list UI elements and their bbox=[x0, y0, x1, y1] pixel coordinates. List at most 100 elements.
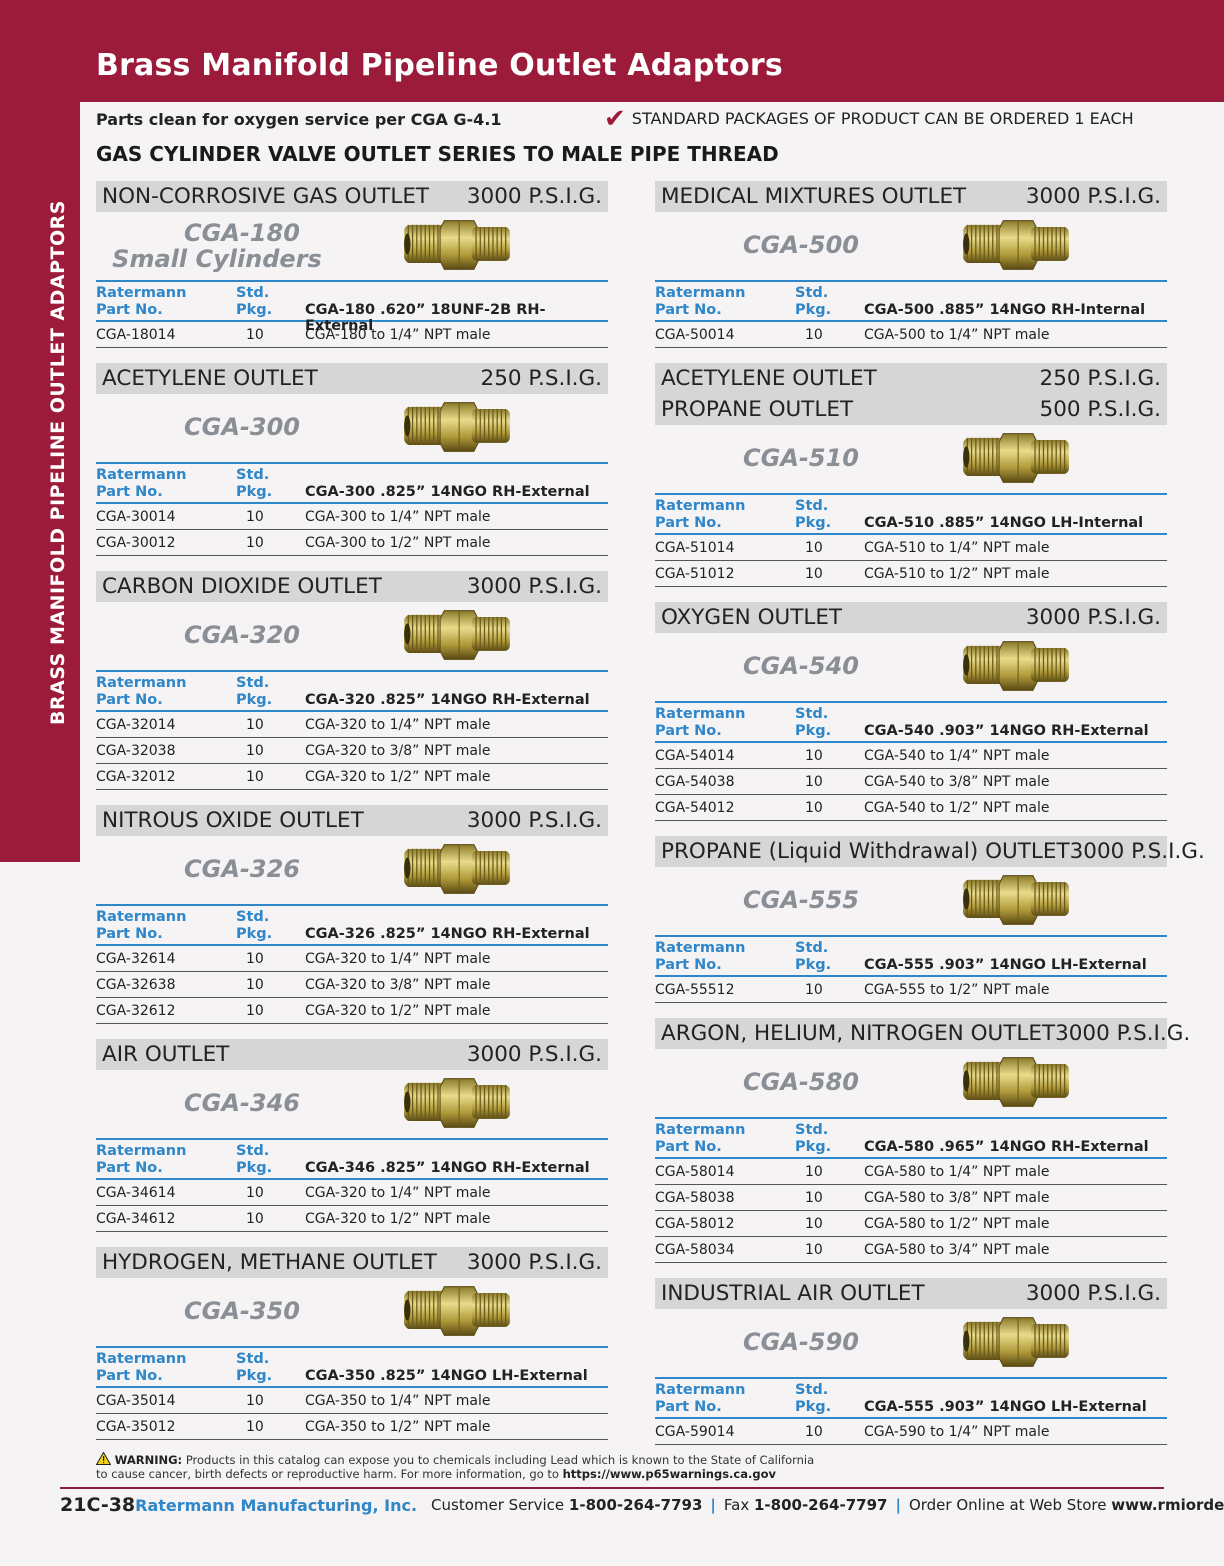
footer: 21C-38 Ratermann Manufacturing, Inc. Cus… bbox=[60, 1494, 1224, 1516]
heading-line: ACETYLENE OUTLET 250 P.S.I.G. bbox=[661, 363, 1161, 394]
pkg-header: Std. Pkg. bbox=[236, 1143, 273, 1176]
pkg-header: Std. Pkg. bbox=[795, 1122, 832, 1155]
package-note-text: STANDARD PACKAGES OF PRODUCT CAN BE ORDE… bbox=[631, 109, 1134, 128]
model-area: CGA-350 bbox=[96, 1278, 608, 1346]
cs-phone: 1-800-264-7793 bbox=[568, 1496, 703, 1514]
part-number: CGA-30012 bbox=[96, 535, 176, 551]
pkg-header: Std. Pkg. bbox=[795, 285, 832, 318]
side-label: BRASS MANIFOLD PIPELINE OUTLET ADAPTORS bbox=[47, 200, 69, 725]
part-number: CGA-58038 bbox=[655, 1190, 735, 1206]
pkg-qty: 10 bbox=[246, 535, 264, 551]
table-row: CGA-59014 10 CGA-590 to 1/4” NPT male bbox=[655, 1419, 1167, 1445]
model-name: CGA-180 Small Cylinders bbox=[96, 220, 388, 272]
spec-header: CGA-346 .825” 14NGO RH-External bbox=[305, 1160, 590, 1176]
section-heading: NITROUS OXIDE OUTLET 3000 P.S.I.G. bbox=[96, 805, 608, 836]
model-subtitle: Small Cylinders bbox=[112, 245, 322, 273]
description: CGA-500 to 1/4” NPT male bbox=[864, 327, 1050, 343]
warning-link[interactable]: https://www.p65warnings.ca.gov bbox=[562, 1467, 776, 1481]
product-section: MEDICAL MIXTURES OUTLET 3000 P.S.I.G. CGA-… bbox=[655, 181, 1167, 348]
pressure-rating: 3000 P.S.I.G. bbox=[1069, 839, 1205, 864]
description: CGA-320 to 3/8” NPT male bbox=[305, 977, 491, 993]
description: CGA-540 to 1/2” NPT male bbox=[864, 800, 1050, 816]
model-code: CGA-510 bbox=[743, 444, 859, 472]
table-row: CGA-54038 10 CGA-540 to 3/8” NPT male bbox=[655, 769, 1167, 795]
pkg-qty: 10 bbox=[805, 1216, 823, 1232]
model-code: CGA-320 bbox=[184, 621, 300, 649]
part-number: CGA-18014 bbox=[96, 327, 176, 343]
table-header: Ratermann Part No. Std. Pkg. CGA-555 .903” 1… bbox=[655, 1377, 1167, 1419]
model-code: CGA-580 bbox=[743, 1068, 859, 1096]
outlet-name: MEDICAL MIXTURES OUTLET bbox=[661, 184, 967, 209]
warning-line2: to cause cancer, birth defects or reprod… bbox=[96, 1467, 559, 1481]
product-section: NON-CORROSIVE GAS OUTLET 3000 P.S.I.G. CGA… bbox=[96, 181, 608, 348]
part-no-header: Ratermann Part No. bbox=[96, 675, 187, 708]
oxygen-clean-note: Parts clean for oxygen service per CGA G… bbox=[96, 110, 502, 129]
model-area: CGA-510 bbox=[655, 425, 1167, 493]
description: CGA-580 to 1/4” NPT male bbox=[864, 1164, 1050, 1180]
product-section: ARGON, HELIUM, NITROGEN OUTLET 3000 P.S.I… bbox=[655, 1018, 1190, 1263]
product-section: AIR OUTLET 3000 P.S.I.G. CGA-346 Ratermann… bbox=[96, 1039, 608, 1232]
pressure-rating: 3000 P.S.I.G. bbox=[466, 184, 602, 209]
model-name: CGA-555 bbox=[655, 887, 947, 913]
table-row: CGA-30014 10 CGA-300 to 1/4” NPT male bbox=[96, 504, 608, 530]
outlet-name: AIR OUTLET bbox=[102, 1042, 230, 1067]
section-heading: ACETYLENE OUTLET 250 P.S.I.G. bbox=[96, 363, 608, 394]
website-link[interactable]: www.rmiorder.com bbox=[1111, 1496, 1224, 1514]
section-heading: ARGON, HELIUM, NITROGEN OUTLET 3000 P.S.I… bbox=[655, 1018, 1190, 1049]
part-no-header: Ratermann Part No. bbox=[96, 285, 187, 318]
table-row: CGA-32638 10 CGA-320 to 3/8” NPT male bbox=[96, 972, 608, 998]
model-code: CGA-590 bbox=[743, 1328, 859, 1356]
part-number: CGA-59014 bbox=[655, 1424, 735, 1440]
table-header: Ratermann Part No. Std. Pkg. CGA-540 .903” 1… bbox=[655, 701, 1167, 743]
pkg-header: Std. Pkg. bbox=[236, 1351, 273, 1384]
product-section: INDUSTRIAL AIR OUTLET 3000 P.S.I.G. CGA-59… bbox=[655, 1278, 1167, 1445]
pkg-header: Std. Pkg. bbox=[795, 1382, 832, 1415]
part-number: CGA-34614 bbox=[96, 1185, 176, 1201]
pressure-rating: 3000 P.S.I.G. bbox=[1025, 605, 1161, 630]
part-number: CGA-54014 bbox=[655, 748, 735, 764]
product-section: ACETYLENE OUTLET 250 P.S.I.G. PROPANE OUTL… bbox=[655, 363, 1167, 587]
part-no-header: Ratermann Part No. bbox=[655, 1122, 746, 1155]
outlet-name: NON-CORROSIVE GAS OUTLET bbox=[102, 184, 430, 209]
fitting-image bbox=[963, 220, 1069, 270]
model-area: CGA-346 bbox=[96, 1070, 608, 1138]
outlet-name: CARBON DIOXIDE OUTLET bbox=[102, 574, 382, 599]
pressure-rating: 250 P.S.I.G. bbox=[480, 366, 602, 391]
section-heading: OXYGEN OUTLET 3000 P.S.I.G. bbox=[655, 602, 1167, 633]
fitting-image bbox=[963, 641, 1069, 691]
pressure-rating: 3000 P.S.I.G. bbox=[466, 808, 602, 833]
pkg-header: Std. Pkg. bbox=[795, 498, 832, 531]
pkg-qty: 10 bbox=[805, 800, 823, 816]
table-row: CGA-32614 10 CGA-320 to 1/4” NPT male bbox=[96, 946, 608, 972]
model-area: CGA-300 bbox=[96, 394, 608, 462]
pkg-qty: 10 bbox=[246, 1211, 264, 1227]
description: CGA-555 to 1/2” NPT male bbox=[864, 982, 1050, 998]
table-row: CGA-54012 10 CGA-540 to 1/2” NPT male bbox=[655, 795, 1167, 821]
pkg-qty: 10 bbox=[246, 717, 264, 733]
section-heading: MEDICAL MIXTURES OUTLET 3000 P.S.I.G. bbox=[655, 181, 1167, 212]
spec-header: CGA-320 .825” 14NGO RH-External bbox=[305, 692, 590, 708]
product-section: HYDROGEN, METHANE OUTLET 3000 P.S.I.G. CGA… bbox=[96, 1247, 608, 1440]
fax-phone: 1-800-264-7797 bbox=[753, 1496, 888, 1514]
warning-triangle-icon bbox=[95, 1451, 112, 1465]
table-row: CGA-58012 10 CGA-580 to 1/2” NPT male bbox=[655, 1211, 1167, 1237]
model-name: CGA-500 bbox=[655, 232, 947, 258]
table-row: CGA-58038 10 CGA-580 to 3/8” NPT male bbox=[655, 1185, 1167, 1211]
model-code: CGA-346 bbox=[184, 1089, 300, 1117]
model-name: CGA-590 bbox=[655, 1329, 947, 1355]
outlet-name: ACETYLENE OUTLET bbox=[661, 366, 877, 391]
heading-line: MEDICAL MIXTURES OUTLET 3000 P.S.I.G. bbox=[661, 181, 1161, 212]
spec-header: CGA-510 .885” 14NGO LH-Internal bbox=[864, 515, 1144, 531]
pkg-qty: 10 bbox=[805, 982, 823, 998]
outlet-name: HYDROGEN, METHANE OUTLET bbox=[102, 1250, 437, 1275]
table-row: CGA-51012 10 CGA-510 to 1/2” NPT male bbox=[655, 561, 1167, 587]
fitting-image bbox=[404, 1078, 510, 1128]
fitting-image bbox=[963, 1317, 1069, 1367]
product-section: ACETYLENE OUTLET 250 P.S.I.G. CGA-300 Rate… bbox=[96, 363, 608, 556]
part-number: CGA-51014 bbox=[655, 540, 735, 556]
model-area: CGA-540 bbox=[655, 633, 1167, 701]
part-no-header: Ratermann Part No. bbox=[655, 1382, 746, 1415]
heading-line: OXYGEN OUTLET 3000 P.S.I.G. bbox=[661, 602, 1161, 633]
product-section: PROPANE (Liquid Withdrawal) OUTLET 3000 P… bbox=[655, 836, 1205, 1003]
part-number: CGA-32038 bbox=[96, 743, 176, 759]
